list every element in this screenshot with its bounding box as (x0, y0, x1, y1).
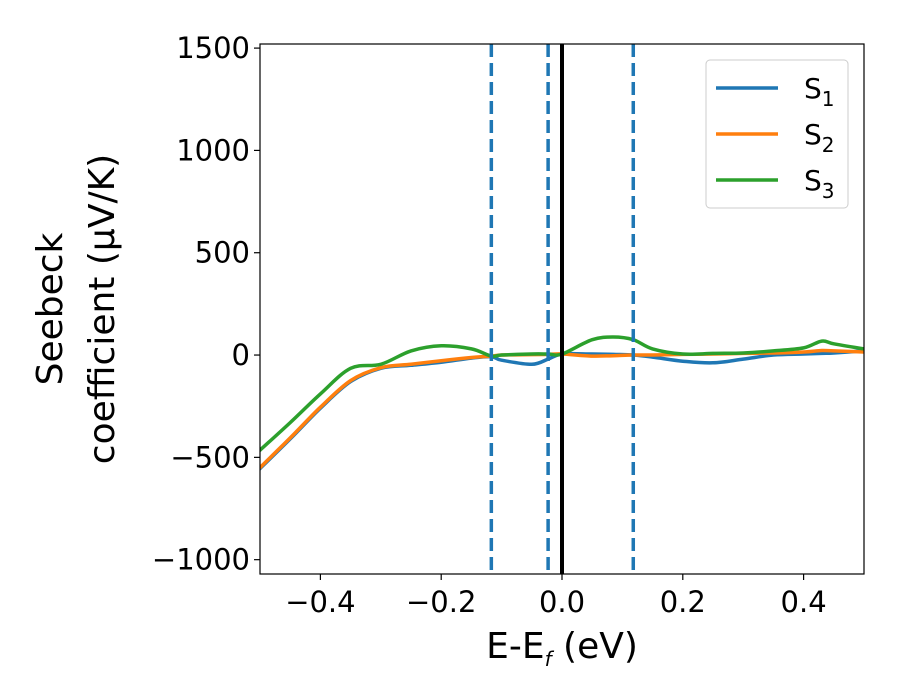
legend: S1 S2 S3 (705, 59, 849, 209)
legend-label: S2 (804, 118, 835, 157)
legend-label: S1 (804, 72, 835, 111)
x-axis-ticks: −0.4 −0.2 0.0 0.2 0.4 (285, 574, 827, 619)
y-tick-label: 0 (232, 338, 250, 372)
vline-layer (489, 44, 636, 574)
x-tick-label: 0.2 (660, 585, 706, 619)
x-axis-label: E-Ef (eV) (486, 626, 638, 671)
x-tick-label: −0.2 (406, 585, 476, 619)
x-tick-label: 0.4 (781, 585, 827, 619)
y-axis-label: Seebeck coefficient (μV/K) (30, 154, 123, 464)
x-tick-label: −0.4 (285, 585, 355, 619)
y-tick-label: 1500 (176, 31, 250, 65)
y-axis-label-line2: coefficient (μV/K) (82, 154, 123, 464)
y-tick-label: 500 (195, 236, 250, 270)
legend-label: S3 (804, 164, 835, 203)
y-tick-label: −1000 (152, 543, 250, 577)
y-axis-label-line1: Seebeck (30, 232, 71, 385)
y-tick-label: 1000 (176, 133, 250, 167)
y-axis-ticks: −1000 −500 0 500 1000 1500 (152, 31, 260, 577)
y-tick-label: −500 (170, 440, 250, 474)
x-tick-label: 0.0 (539, 585, 585, 619)
